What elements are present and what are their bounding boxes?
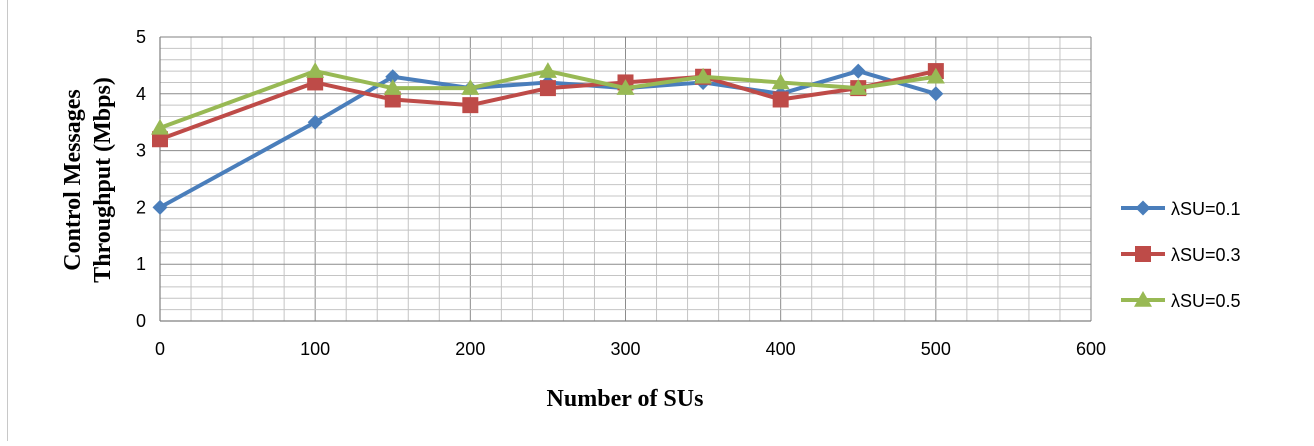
legend-label: λSU=0.5 (1171, 291, 1241, 311)
y-axis-title-line-2: Throughput (Mbps) (90, 77, 116, 283)
x-tick-label: 200 (455, 339, 485, 359)
data-point (539, 80, 556, 97)
series-line (159, 69, 937, 130)
data-point (538, 62, 557, 78)
legend-label: λSU=0.3 (1171, 245, 1241, 265)
data-point (384, 91, 401, 108)
y-tick-label: 2 (136, 197, 146, 217)
data-point (850, 63, 866, 79)
data-point (152, 199, 168, 215)
data-point (772, 91, 789, 108)
legend-marker (1135, 200, 1151, 216)
x-tick-label: 400 (766, 339, 796, 359)
data-point (152, 131, 168, 148)
legend-item: λSU=0.3 (1121, 245, 1241, 265)
left-border-line (7, 0, 8, 441)
data-point (151, 118, 169, 135)
y-tick-label: 1 (136, 254, 146, 274)
axes (159, 36, 1092, 322)
data-point (694, 67, 713, 84)
y-tick-label: 5 (136, 27, 146, 47)
data-point (307, 114, 323, 130)
legend-item: λSU=0.1 (1121, 199, 1241, 219)
series-line (159, 69, 937, 142)
data-point (462, 97, 479, 114)
series-layer (151, 62, 945, 215)
data-point (307, 74, 324, 91)
data-point (771, 73, 790, 90)
x-tick-label: 100 (300, 339, 330, 359)
x-tick-label: 0 (155, 339, 165, 359)
x-tick-labels: 0 100 200 300 400 500 600 (155, 339, 1106, 359)
legend-item: λSU=0.5 (1121, 291, 1241, 311)
data-point (385, 69, 401, 85)
y-axis-title-line-1: Control Messages (60, 89, 86, 271)
x-tick-label: 300 (610, 339, 640, 359)
series-3 (151, 62, 945, 135)
legend: λSU=0.1 λSU=0.3 λSU=0.5 (1121, 199, 1241, 311)
y-tick-label: 0 (136, 311, 146, 331)
legend-label: λSU=0.1 (1171, 199, 1241, 219)
legend-marker (1135, 246, 1151, 262)
y-tick-labels: 0 1 2 3 4 5 (136, 27, 146, 331)
x-tick-label: 600 (1076, 339, 1106, 359)
data-point (383, 79, 402, 95)
data-point (306, 62, 325, 78)
data-point (616, 79, 635, 95)
legend-marker (1134, 291, 1152, 307)
x-axis-title: Number of SUs (547, 386, 704, 412)
y-axis-title: Control Messages Throughput (Mbps) (60, 77, 116, 283)
y-tick-label: 4 (136, 84, 146, 104)
x-tick-label: 500 (921, 339, 951, 359)
y-tick-label: 3 (136, 141, 146, 161)
data-point (461, 79, 480, 95)
data-point (849, 79, 868, 95)
data-point (926, 67, 945, 84)
data-point (928, 86, 944, 102)
